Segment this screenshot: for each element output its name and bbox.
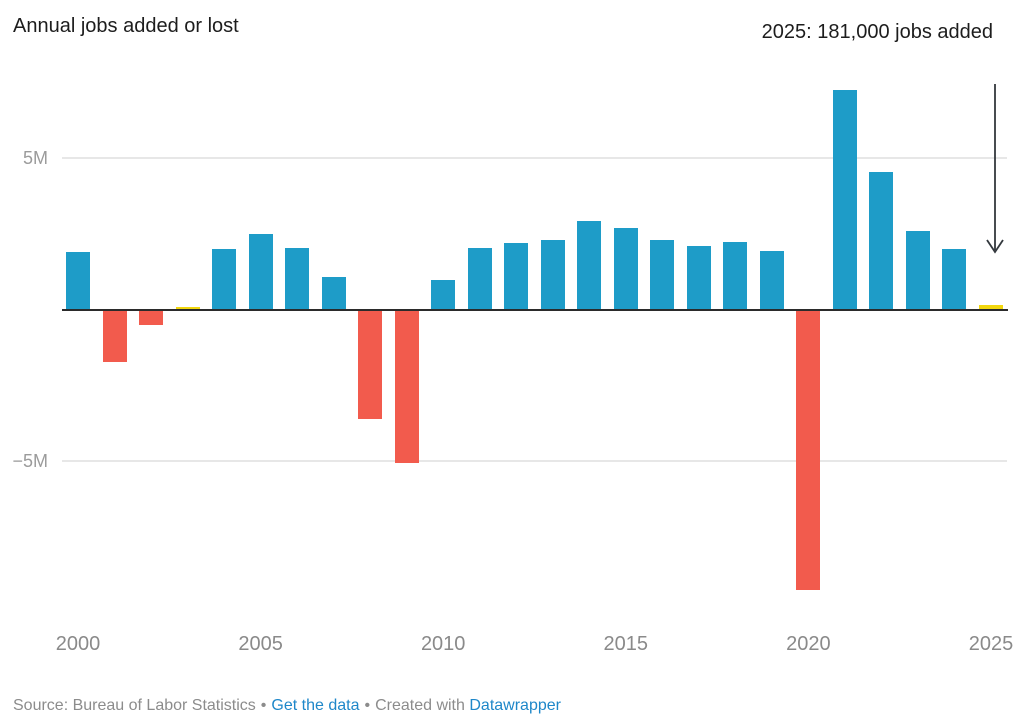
bar-2010	[431, 279, 456, 310]
bar-2025	[979, 304, 1003, 310]
bar-2013	[540, 240, 565, 310]
bar-2020	[796, 310, 821, 591]
datawrapper-link[interactable]: Datawrapper	[469, 697, 561, 714]
chart-title: Annual jobs added or lost	[13, 15, 239, 37]
bar-2000	[66, 252, 90, 310]
x-tick-2025: 2025	[968, 633, 1014, 655]
bar-2014	[577, 220, 602, 310]
y-axis-label-5m: 5M	[22, 148, 48, 168]
x-tick-2005: 2005	[238, 633, 283, 655]
bar-2019	[759, 250, 784, 310]
bar-2005	[248, 234, 273, 310]
bar-2023	[905, 231, 930, 310]
bar-2024	[942, 249, 967, 310]
created-with-text: Created with	[375, 697, 465, 714]
separator-dot: •	[260, 697, 267, 714]
x-tick-2000: 2000	[55, 633, 101, 655]
bar-2008	[358, 310, 383, 420]
gridline-neg-5m	[62, 460, 1007, 462]
bar-2017	[686, 246, 711, 310]
get-the-data-link[interactable]: Get the data	[271, 697, 360, 714]
arrow-down-icon	[986, 84, 1004, 254]
gridline-5m	[62, 157, 1007, 159]
zero-axis-line	[62, 309, 1008, 311]
bar-2021	[832, 90, 857, 310]
y-axis-label-neg-5m: −5M	[12, 451, 48, 471]
bar-2002	[139, 310, 164, 326]
annotation-text: 2025: 181,000 jobs added	[761, 21, 993, 43]
x-tick-2015: 2015	[603, 633, 649, 655]
source-text: Source: Bureau of Labor Statistics	[13, 697, 256, 714]
bar-2006	[285, 247, 310, 310]
bar-2016	[650, 240, 675, 310]
bar-2018	[723, 241, 748, 310]
bar-2007	[321, 276, 346, 310]
bar-2015	[613, 228, 638, 310]
bar-2012	[504, 243, 529, 310]
bar-2022	[869, 172, 894, 310]
bar-2009	[394, 310, 419, 463]
x-tick-2020: 2020	[786, 633, 831, 655]
separator-dot: •	[364, 697, 371, 714]
footer: Source: Bureau of Labor Statistics • Get t…	[13, 697, 561, 715]
bar-2003	[175, 306, 200, 310]
bar-2001	[102, 310, 127, 362]
bar-2004	[212, 249, 237, 310]
x-tick-2010: 2010	[420, 633, 466, 655]
bar-2011	[467, 247, 492, 310]
